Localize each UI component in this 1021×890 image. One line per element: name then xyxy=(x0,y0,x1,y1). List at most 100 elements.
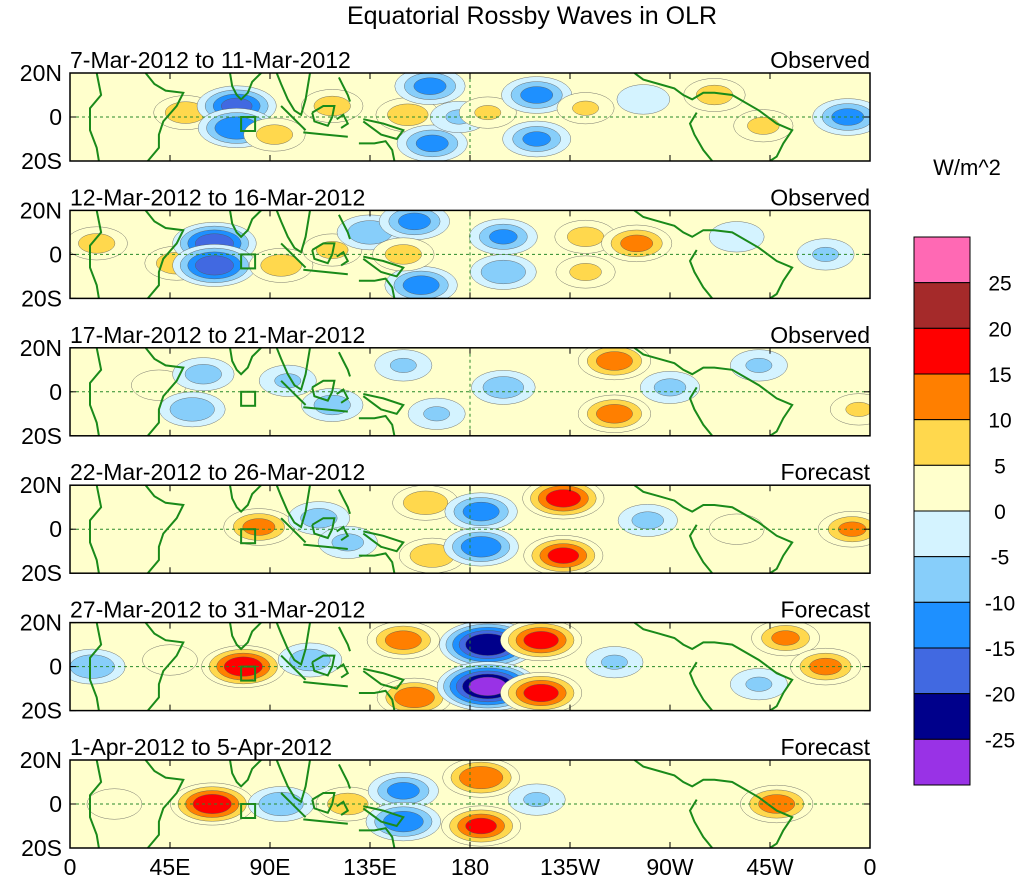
colorbar-tick-label: 20 xyxy=(988,318,1011,341)
coastline-11 xyxy=(358,277,396,299)
anomaly-blob-16 xyxy=(708,221,765,253)
coastline-10 xyxy=(338,626,351,652)
anomaly-blob-10 xyxy=(758,794,796,814)
coastline-2 xyxy=(144,347,185,436)
coastline-7 xyxy=(311,379,336,402)
anomaly-blob-14 xyxy=(569,263,602,281)
coastline-12 xyxy=(633,347,794,436)
anomaly-blob-10 xyxy=(596,404,633,424)
x-axis: 0 45E 90E 135E 180 135W 90W 45W 0 xyxy=(64,854,877,880)
x-tick-label: 45W xyxy=(746,854,794,880)
anomaly-blob-7 xyxy=(423,406,450,422)
y-tick-label: 20S xyxy=(21,423,62,449)
coastline-5 xyxy=(280,517,307,544)
anomaly-blob-2 xyxy=(192,794,232,814)
colorbar-tick-label: -10 xyxy=(985,592,1015,615)
coastline-13 xyxy=(688,386,713,436)
colorbar-tick-label: 10 xyxy=(988,410,1011,433)
coastlines xyxy=(89,485,794,574)
anomaly-blob-13 xyxy=(567,226,605,247)
colorbar-swatch-2 xyxy=(913,282,971,329)
colorbar-tick-label: -20 xyxy=(985,684,1015,707)
coastline-7 xyxy=(311,517,336,540)
coastline-3 xyxy=(229,622,262,651)
region-box xyxy=(240,803,257,819)
coastline-6 xyxy=(303,681,348,688)
coastline-1 xyxy=(89,485,103,574)
coastline-2 xyxy=(144,760,185,848)
x-tick-label: 135W xyxy=(540,854,600,880)
coastline-3 xyxy=(229,760,262,788)
anomaly-field xyxy=(131,347,870,433)
panel-1: 20N 0 20S 7-Mar-2012 to 11-Mar-2012 Observed xyxy=(20,47,871,174)
coastlines xyxy=(89,210,794,299)
coastline-13 xyxy=(688,524,713,574)
panel-period: 27-Mar-2012 to 31-Mar-2012 xyxy=(70,597,365,623)
coastline-10 xyxy=(338,214,351,240)
coastline-6 xyxy=(303,131,348,138)
panel-period: 1-Apr-2012 to 5-Apr-2012 xyxy=(70,734,332,760)
anomaly-blob-13 xyxy=(572,100,599,116)
y-tick-label: 20N xyxy=(20,335,62,361)
coastline-10 xyxy=(338,489,351,515)
x-tick-label: 180 xyxy=(451,854,489,880)
anomaly-blob-6 xyxy=(387,103,429,126)
anomaly-blob-12 xyxy=(480,259,526,285)
colorbar-tick-label: 15 xyxy=(988,364,1011,387)
coastline-5 xyxy=(280,380,307,406)
anomaly-blob-7 xyxy=(413,77,447,95)
colorbar-swatch-5 xyxy=(913,419,971,466)
anomaly-blob-10 xyxy=(523,683,559,703)
coastline-5 xyxy=(280,105,307,131)
y-tick-label: 20N xyxy=(20,610,62,636)
x-tick-label: 135E xyxy=(343,854,397,880)
anomaly-blob-17 xyxy=(831,108,865,126)
anomaly-blob-9 xyxy=(547,547,580,564)
y-tick-label: 20N xyxy=(20,197,62,223)
colorbar-tick-label: 5 xyxy=(994,455,1006,478)
coastline-11 xyxy=(358,414,396,436)
anomaly-blob-6 xyxy=(383,811,424,833)
anomaly-blob-3 xyxy=(169,397,215,422)
coastline-9 xyxy=(362,805,405,828)
region-box xyxy=(240,665,257,682)
x-tick-label: 45E xyxy=(150,854,191,880)
y-tick-label: 0 xyxy=(49,791,62,817)
y-tick-label: 0 xyxy=(49,379,62,405)
coastline-11 xyxy=(358,689,396,711)
coastline-3 xyxy=(229,485,262,514)
anomaly-blob-8 xyxy=(482,376,524,399)
x-tick-label: 90W xyxy=(646,854,694,880)
coastline-9 xyxy=(362,393,405,415)
anomaly-blob-4 xyxy=(255,124,293,145)
anomaly-blob-10 xyxy=(474,105,502,120)
anomaly-blob-9 xyxy=(402,275,440,295)
colorbar-swatch-7 xyxy=(913,510,971,558)
anomaly-field xyxy=(223,485,870,574)
anomaly-blob-4 xyxy=(289,648,331,672)
anomaly-blob-15 xyxy=(620,234,653,253)
coastline-13 xyxy=(688,799,713,848)
y-tick-label: 0 xyxy=(49,654,62,680)
anomaly-blob-6 xyxy=(394,686,435,708)
colorbar-tick-label: -5 xyxy=(991,547,1010,570)
coastline-1 xyxy=(89,622,103,711)
panel-2: 20N 0 20S 12-Mar-2012 to 16-Mar-2012 Observe… xyxy=(20,184,871,311)
panel-period: 22-Mar-2012 to 26-Mar-2012 xyxy=(70,459,365,485)
anomaly-blob-9 xyxy=(523,631,559,650)
coastline-2 xyxy=(144,622,185,711)
coastline-1 xyxy=(89,210,103,299)
y-tick-label: 20S xyxy=(21,148,62,174)
anomaly-blob-6 xyxy=(462,501,500,522)
coastline-12 xyxy=(633,73,794,161)
anomaly-blob-11 xyxy=(601,654,628,670)
anomaly-blob-11 xyxy=(653,378,687,397)
region-box xyxy=(240,253,257,270)
y-tick-label: 20N xyxy=(20,747,62,773)
panel-status: Observed xyxy=(770,322,870,348)
anomaly-blob-9 xyxy=(523,792,550,807)
colorbar-swatch-12 xyxy=(913,738,971,786)
colorbar-units-label: W/m^2 xyxy=(933,155,1001,180)
anomaly-blob-2 xyxy=(184,364,222,385)
